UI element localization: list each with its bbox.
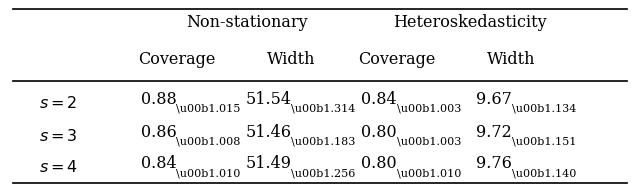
Text: Width: Width: [267, 51, 316, 68]
Text: \u00b1.314: \u00b1.314: [291, 104, 356, 114]
Text: 51.54: 51.54: [245, 90, 291, 107]
Text: 9.72: 9.72: [476, 124, 511, 141]
Text: $s = 4$: $s = 4$: [38, 159, 77, 176]
Text: $s = 2$: $s = 2$: [39, 95, 77, 112]
Text: Coverage: Coverage: [138, 51, 215, 68]
Text: 0.84: 0.84: [141, 155, 176, 172]
Text: \u00b1.183: \u00b1.183: [291, 137, 356, 147]
Text: 9.76: 9.76: [476, 155, 511, 172]
Text: 51.49: 51.49: [245, 155, 291, 172]
Text: Coverage: Coverage: [358, 51, 435, 68]
Text: 51.46: 51.46: [245, 124, 291, 141]
Text: \u00b1.134: \u00b1.134: [511, 104, 576, 114]
Text: Width: Width: [487, 51, 536, 68]
Text: \u00b1.151: \u00b1.151: [511, 137, 576, 147]
Text: Non-stationary: Non-stationary: [186, 14, 307, 31]
Text: 0.80: 0.80: [361, 155, 397, 172]
Text: 9.67: 9.67: [476, 90, 511, 107]
Text: 0.86: 0.86: [141, 124, 176, 141]
Text: \u00b1.010: \u00b1.010: [176, 168, 241, 178]
Text: \u00b1.015: \u00b1.015: [176, 104, 241, 114]
Text: 0.84: 0.84: [361, 90, 397, 107]
Text: $s = 3$: $s = 3$: [39, 128, 77, 145]
Text: \u00b1.003: \u00b1.003: [397, 137, 461, 147]
Text: \u00b1.140: \u00b1.140: [511, 168, 576, 178]
Text: \u00b1.008: \u00b1.008: [176, 137, 241, 147]
Text: \u00b1.010: \u00b1.010: [397, 168, 461, 178]
Text: \u00b1.003: \u00b1.003: [397, 104, 461, 114]
Text: \u00b1.256: \u00b1.256: [291, 168, 356, 178]
Text: 0.88: 0.88: [141, 90, 176, 107]
Text: 0.80: 0.80: [361, 124, 397, 141]
Text: Heteroskedasticity: Heteroskedasticity: [393, 14, 547, 31]
